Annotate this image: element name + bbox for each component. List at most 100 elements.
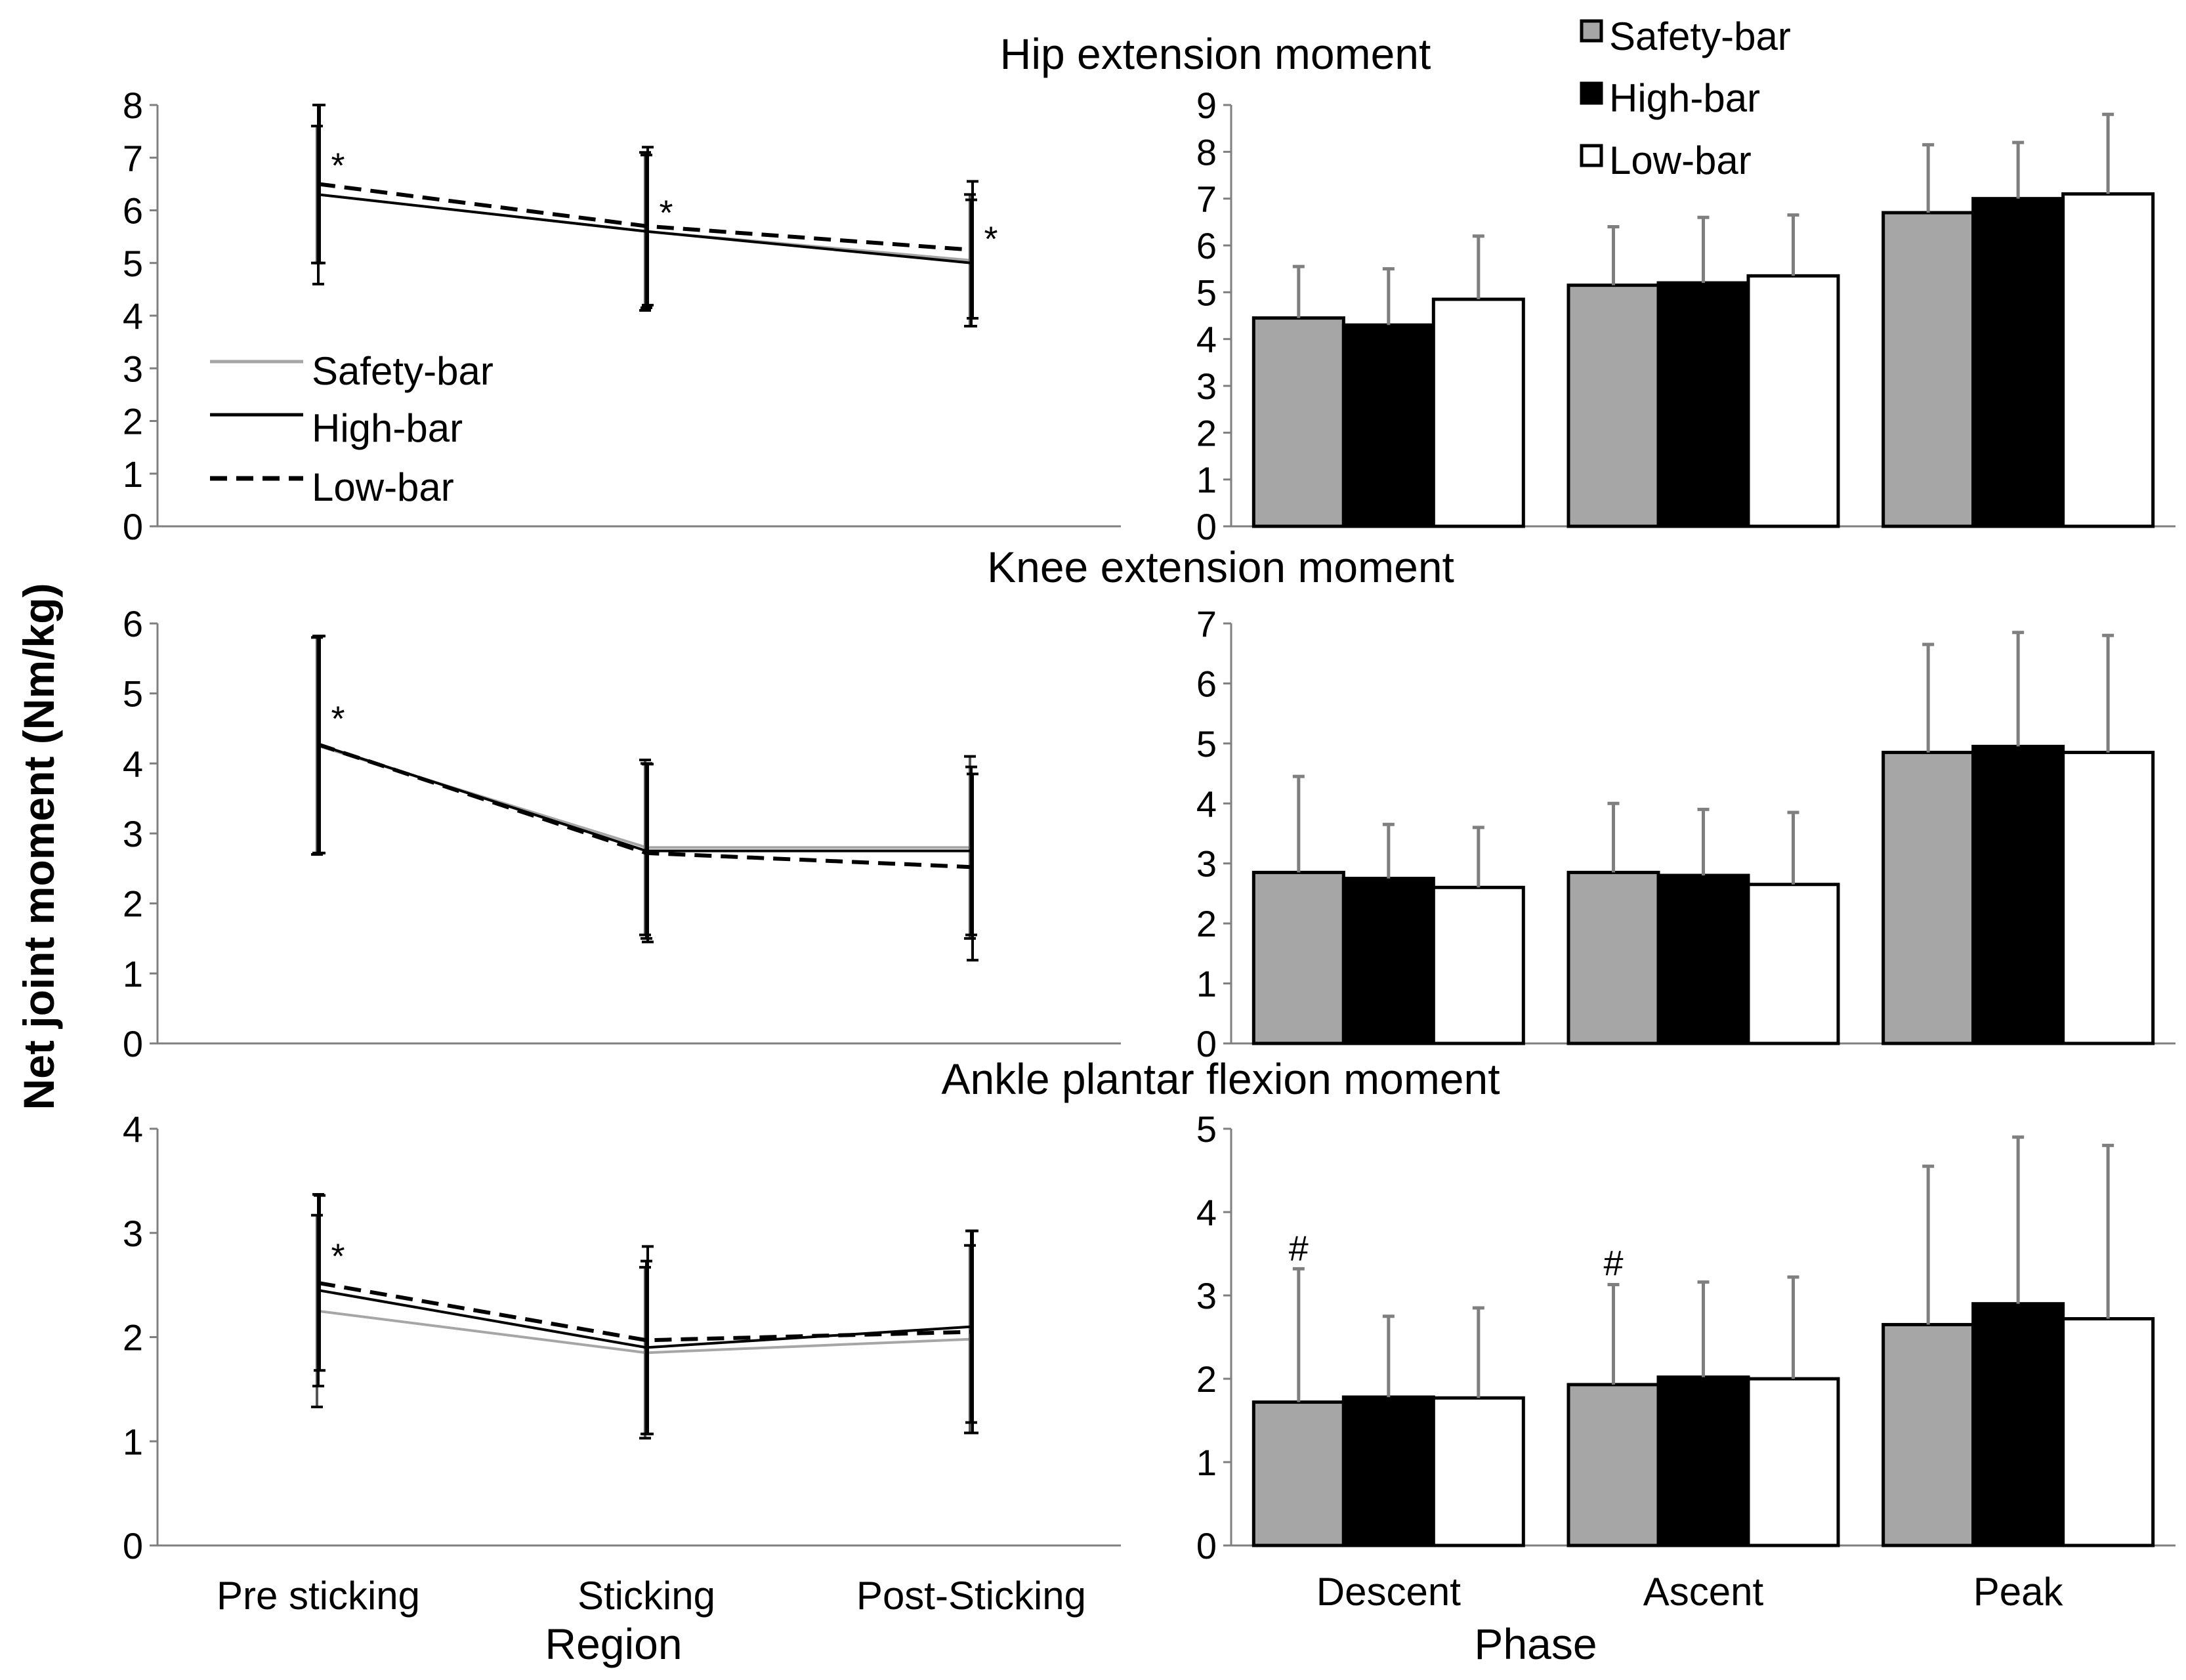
y-tick-label: 5 xyxy=(123,673,143,715)
ankle-line-chart: 0 1 2 3 4 * Pre sticking Sticking Post-Sticking xyxy=(123,1108,1121,1618)
x-axis-title-phase: Phase xyxy=(1474,1620,1597,1668)
y-tick-label: 1 xyxy=(1196,1442,1217,1483)
bar xyxy=(1566,1383,1660,1547)
y-axis-title: Net joint moment (Nm/kg) xyxy=(14,583,63,1110)
y-tick-label: 4 xyxy=(1196,783,1217,824)
y-tick-label: 1 xyxy=(123,953,143,994)
y-tick-label: 5 xyxy=(1196,272,1217,313)
y-tick-label: 4 xyxy=(1196,1192,1217,1233)
bar xyxy=(1971,744,2065,1045)
bar-legend: Safety-bar High-bar Low-bar xyxy=(1580,14,1791,182)
y-tick-label: 0 xyxy=(123,506,143,547)
bar xyxy=(2061,1317,2155,1547)
bar xyxy=(2061,751,2155,1045)
y-tick-label: 0 xyxy=(123,1023,143,1064)
y-tick-label: 2 xyxy=(1196,412,1217,453)
legend-swatch-low xyxy=(1580,144,1603,167)
y-tick-label: 2 xyxy=(123,401,143,442)
bar xyxy=(1341,1395,1435,1547)
y-tick-label: 8 xyxy=(123,85,143,126)
bar xyxy=(1746,274,1840,528)
y-tick-label: 6 xyxy=(123,603,143,644)
bar xyxy=(1971,1302,2065,1547)
y-tick-label: 2 xyxy=(123,883,143,925)
legend-label-low: Low-bar xyxy=(312,465,454,509)
y-tick-label: 7 xyxy=(1196,603,1217,644)
y-tick-label: 3 xyxy=(1196,366,1217,407)
legend-swatch-high xyxy=(1580,81,1603,105)
bar xyxy=(1566,284,1660,528)
knee-panel-title: Knee extension moment xyxy=(987,543,1454,591)
y-tick-label: 5 xyxy=(1196,1108,1217,1150)
x-axis-title-region: Region xyxy=(545,1620,682,1668)
bar xyxy=(1251,316,1345,528)
x-category-label: Peak xyxy=(1973,1570,2064,1614)
knee-bar-chart: 0 1 2 3 4 5 6 7 xyxy=(1196,603,2175,1064)
x-category-label: Pre sticking xyxy=(217,1574,420,1618)
y-tick-label: 3 xyxy=(1196,843,1217,885)
bar xyxy=(1341,877,1435,1045)
bar xyxy=(1881,211,1975,528)
bar xyxy=(1881,751,1975,1045)
bar xyxy=(1746,1377,1840,1547)
ankle-bar-chart: 0 1 2 3 4 5 Descent Ascent Peak # # xyxy=(1196,1108,2175,1614)
significance-marker: # xyxy=(1289,1228,1309,1268)
x-category-label: Sticking xyxy=(578,1574,715,1618)
legend-swatch-safety xyxy=(1580,19,1603,43)
y-tick-label: 1 xyxy=(1196,963,1217,1005)
y-tick-label: 7 xyxy=(1196,178,1217,220)
ankle-panel-title: Ankle plantar flexion moment xyxy=(941,1055,1500,1103)
bar xyxy=(1656,281,1750,528)
y-tick-label: 4 xyxy=(1196,319,1217,360)
bar xyxy=(1656,873,1750,1045)
line-legend: Safety-bar High-bar Low-bar xyxy=(210,349,494,509)
bar xyxy=(1971,197,2065,528)
y-tick-label: 6 xyxy=(1196,225,1217,266)
y-tick-label: 3 xyxy=(123,1213,143,1254)
y-tick-label: 9 xyxy=(1196,85,1217,126)
y-tick-label: 4 xyxy=(123,295,143,337)
bar xyxy=(1431,297,1525,528)
hip-bar-chart: 0 1 2 3 4 5 6 7 8 9 xyxy=(1196,85,2175,547)
bar xyxy=(1341,323,1435,528)
bar xyxy=(2061,192,2155,528)
y-tick-label: 2 xyxy=(1196,1358,1217,1400)
y-tick-label: 5 xyxy=(1196,723,1217,765)
bar xyxy=(1566,870,1660,1045)
y-tick-label: 4 xyxy=(123,743,143,784)
hip-panel-title: Hip extension moment xyxy=(1000,30,1431,78)
plots: 0 1 2 3 4 5 6 7 8 * * * 0 1 2 3 4 5 6 7 8 9 0 1 2 3 4 5 6 * 0 1 2 3 4 5 6 7 0 1… xyxy=(123,85,2175,1618)
knee-line-chart: 0 1 2 3 4 5 6 * xyxy=(123,603,1121,1064)
y-tick-label: 1 xyxy=(123,1421,143,1462)
y-tick-label: 2 xyxy=(123,1317,143,1358)
bar xyxy=(1431,1396,1525,1547)
y-tick-label: 3 xyxy=(1196,1275,1217,1316)
legend-label-safety: Safety-bar xyxy=(312,349,494,393)
y-tick-label: 1 xyxy=(1196,459,1217,501)
x-category-label: Post-Sticking xyxy=(856,1574,1086,1618)
significance-marker: * xyxy=(984,220,998,259)
significance-marker: * xyxy=(331,146,345,185)
significance-marker: * xyxy=(331,699,345,738)
hip-line-chart: 0 1 2 3 4 5 6 7 8 * * * xyxy=(123,85,1121,547)
y-tick-label: 3 xyxy=(123,813,143,854)
x-category-label: Descent xyxy=(1316,1570,1461,1614)
bar xyxy=(1431,885,1525,1045)
legend-label-high: High-bar xyxy=(312,406,463,450)
series-line xyxy=(318,1280,972,1343)
x-category-label: Ascent xyxy=(1643,1570,1764,1614)
significance-marker: # xyxy=(1603,1244,1623,1283)
y-tick-label: 8 xyxy=(1196,131,1217,173)
y-tick-label: 0 xyxy=(1196,506,1217,547)
y-tick-label: 0 xyxy=(1196,1525,1217,1566)
bar xyxy=(1251,870,1345,1045)
legend-bar-label-low: Low-bar xyxy=(1609,138,1752,182)
significance-marker: * xyxy=(331,1237,345,1276)
bar xyxy=(1656,1375,1750,1547)
y-tick-label: 2 xyxy=(1196,903,1217,944)
y-tick-label: 6 xyxy=(1196,663,1217,704)
y-tick-label: 1 xyxy=(123,453,143,495)
bar xyxy=(1251,1400,1345,1547)
y-tick-label: 0 xyxy=(123,1525,143,1566)
